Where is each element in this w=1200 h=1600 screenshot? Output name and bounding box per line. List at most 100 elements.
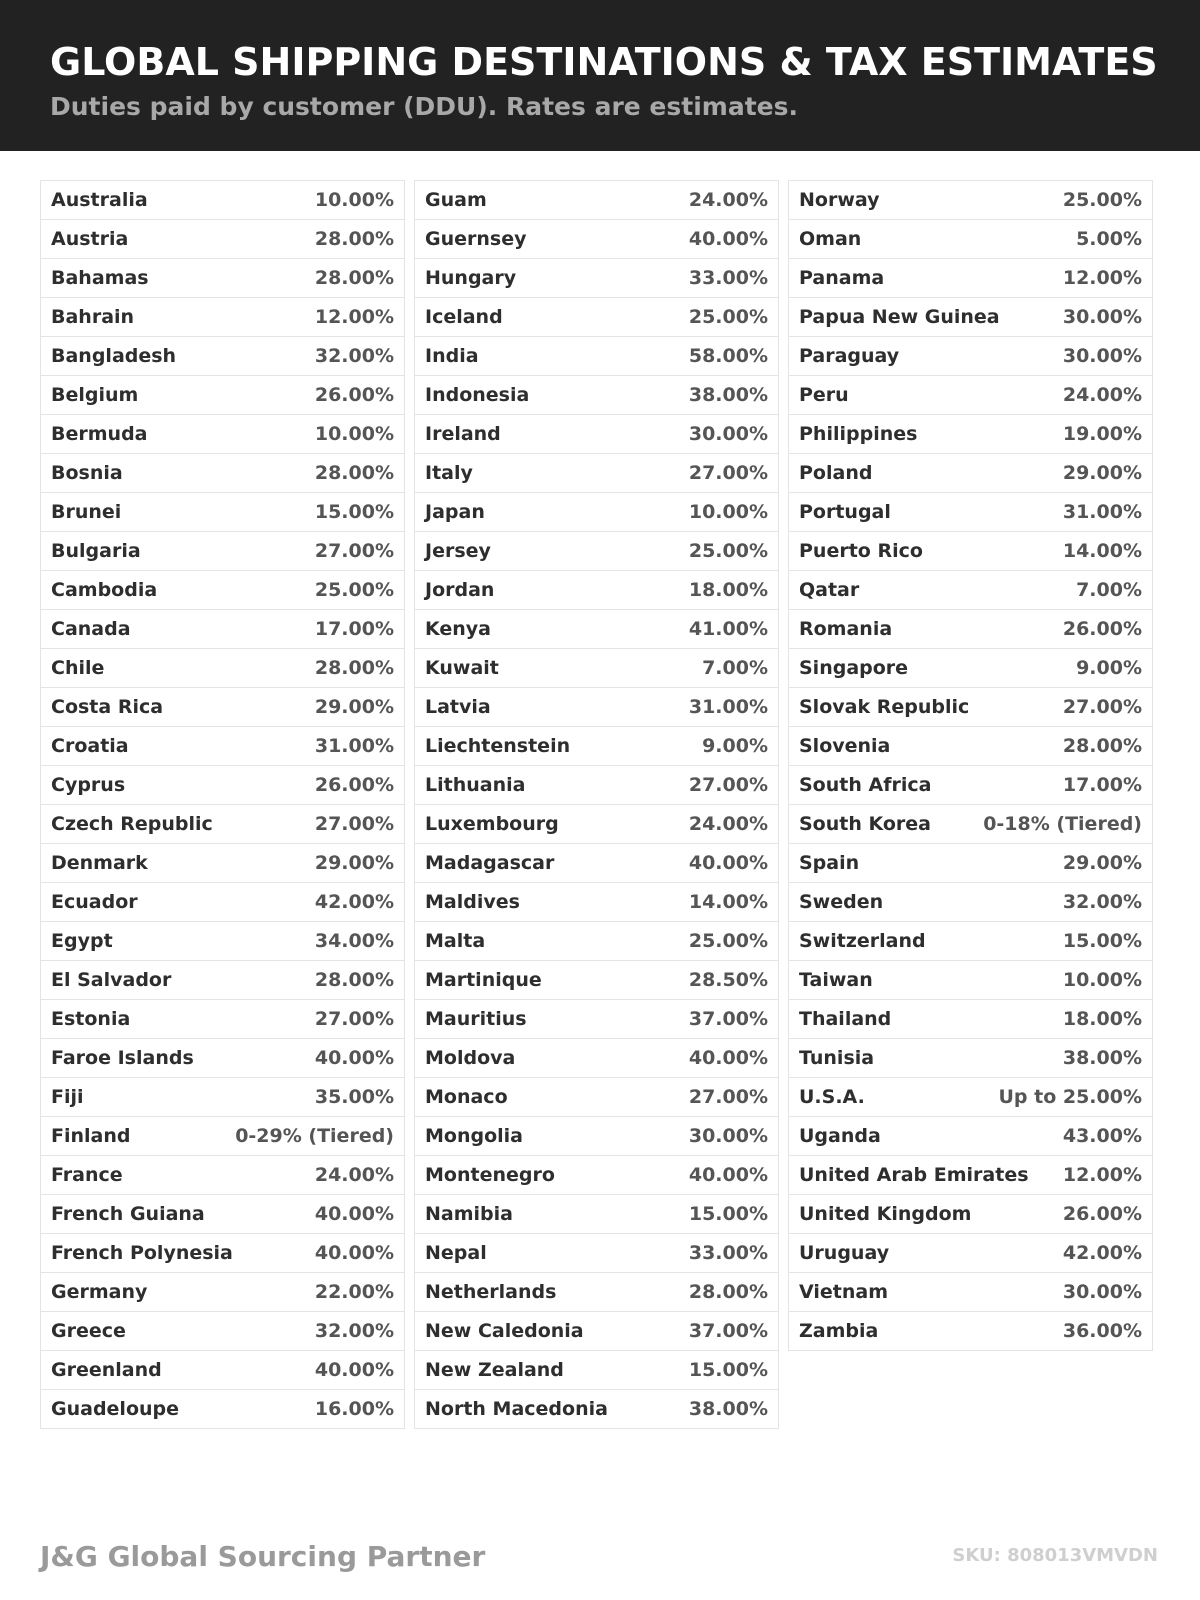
country-row: Mauritius 37.00% bbox=[415, 1000, 778, 1039]
country-name: Sweden bbox=[799, 891, 884, 913]
tax-rate: 40.00% bbox=[688, 228, 768, 250]
country-row: El Salvador 28.00% bbox=[41, 961, 404, 1000]
country-name: Croatia bbox=[51, 735, 129, 757]
country-name: New Zealand bbox=[425, 1359, 564, 1381]
country-name: Lithuania bbox=[425, 774, 526, 796]
country-name: Egypt bbox=[51, 930, 113, 952]
country-row: Lithuania 27.00% bbox=[415, 766, 778, 805]
country-name: Uganda bbox=[799, 1125, 881, 1147]
tax-rate: 34.00% bbox=[314, 930, 394, 952]
country-row: Monaco 27.00% bbox=[415, 1078, 778, 1117]
country-name: Denmark bbox=[51, 852, 148, 874]
country-name: Singapore bbox=[799, 657, 909, 679]
brand-name: J&G Global Sourcing Partner bbox=[40, 1540, 486, 1573]
tax-rate: 17.00% bbox=[1062, 774, 1142, 796]
country-row: Madagascar 40.00% bbox=[415, 844, 778, 883]
tax-rate: 12.00% bbox=[314, 306, 394, 328]
country-name: Guam bbox=[425, 189, 487, 211]
country-row: France 24.00% bbox=[41, 1156, 404, 1195]
country-name: Paraguay bbox=[799, 345, 900, 367]
tax-rate: 30.00% bbox=[688, 1125, 768, 1147]
tax-rate: 28.00% bbox=[314, 228, 394, 250]
tax-rate: 27.00% bbox=[314, 540, 394, 562]
country-row: Oman 5.00% bbox=[789, 220, 1152, 259]
rates-column-2: Guam 24.00% Guernsey 40.00% Hungary 33.00% Ice… bbox=[414, 180, 779, 1429]
country-name: United Arab Emirates bbox=[799, 1164, 1029, 1186]
country-name: Panama bbox=[799, 267, 885, 289]
country-row: Bulgaria 27.00% bbox=[41, 532, 404, 571]
country-name: French Guiana bbox=[51, 1203, 205, 1225]
country-row: Qatar 7.00% bbox=[789, 571, 1152, 610]
country-row: Costa Rica 29.00% bbox=[41, 688, 404, 727]
country-name: Namibia bbox=[425, 1203, 513, 1225]
country-name: Germany bbox=[51, 1281, 148, 1303]
country-row: Chile 28.00% bbox=[41, 649, 404, 688]
country-row: Indonesia 38.00% bbox=[415, 376, 778, 415]
country-name: Italy bbox=[425, 462, 473, 484]
tax-rate: 40.00% bbox=[688, 1047, 768, 1069]
country-name: Iceland bbox=[425, 306, 503, 328]
country-row: Luxembourg 24.00% bbox=[415, 805, 778, 844]
tax-rate: 29.00% bbox=[314, 696, 394, 718]
tax-rate: 7.00% bbox=[1076, 579, 1142, 601]
country-name: Philippines bbox=[799, 423, 918, 445]
country-name: Liechtenstein bbox=[425, 735, 571, 757]
tax-rate: 40.00% bbox=[688, 852, 768, 874]
tax-rate: 12.00% bbox=[1062, 267, 1142, 289]
tax-rate: 10.00% bbox=[314, 189, 394, 211]
country-name: Netherlands bbox=[425, 1281, 557, 1303]
country-row: Maldives 14.00% bbox=[415, 883, 778, 922]
tax-rate: 25.00% bbox=[314, 579, 394, 601]
country-name: Luxembourg bbox=[425, 813, 559, 835]
country-name: Guernsey bbox=[425, 228, 527, 250]
country-row: North Macedonia 38.00% bbox=[415, 1390, 778, 1429]
country-name: Finland bbox=[51, 1125, 131, 1147]
country-row: Greece 32.00% bbox=[41, 1312, 404, 1351]
country-name: Bosnia bbox=[51, 462, 123, 484]
country-row: Malta 25.00% bbox=[415, 922, 778, 961]
tax-rate: 38.00% bbox=[688, 1398, 768, 1420]
country-name: Czech Republic bbox=[51, 813, 213, 835]
country-name: Faroe Islands bbox=[51, 1047, 194, 1069]
tax-rate: 35.00% bbox=[314, 1086, 394, 1108]
country-row: India 58.00% bbox=[415, 337, 778, 376]
country-row: Panama 12.00% bbox=[789, 259, 1152, 298]
tax-rate: 22.00% bbox=[314, 1281, 394, 1303]
tax-rate: 24.00% bbox=[314, 1164, 394, 1186]
country-row: Cambodia 25.00% bbox=[41, 571, 404, 610]
tax-rate: 0-18% (Tiered) bbox=[983, 813, 1142, 835]
country-row: Fiji 35.00% bbox=[41, 1078, 404, 1117]
tax-rate: 26.00% bbox=[1062, 618, 1142, 640]
country-name: Latvia bbox=[425, 696, 491, 718]
sku-label: SKU: 808013VMVDN bbox=[952, 1545, 1158, 1566]
country-row: Moldova 40.00% bbox=[415, 1039, 778, 1078]
tax-rate: 15.00% bbox=[688, 1359, 768, 1381]
header-banner: GLOBAL SHIPPING DESTINATIONS & TAX ESTIM… bbox=[0, 0, 1200, 151]
tax-rate: 32.00% bbox=[314, 1320, 394, 1342]
tax-rate: 32.00% bbox=[1062, 891, 1142, 913]
tax-rate: 15.00% bbox=[314, 501, 394, 523]
tax-rate: 37.00% bbox=[688, 1008, 768, 1030]
tax-rate: 28.00% bbox=[1062, 735, 1142, 757]
country-name: Papua New Guinea bbox=[799, 306, 1000, 328]
tax-rate: 30.00% bbox=[1062, 345, 1142, 367]
country-row: Jordan 18.00% bbox=[415, 571, 778, 610]
country-name: Taiwan bbox=[799, 969, 873, 991]
tax-rate: 42.00% bbox=[1062, 1242, 1142, 1264]
country-row: Czech Republic 27.00% bbox=[41, 805, 404, 844]
tax-rate: 27.00% bbox=[688, 1086, 768, 1108]
tax-rate: 36.00% bbox=[1062, 1320, 1142, 1342]
country-row: Tunisia 38.00% bbox=[789, 1039, 1152, 1078]
country-name: Mongolia bbox=[425, 1125, 523, 1147]
country-name: North Macedonia bbox=[425, 1398, 608, 1420]
tax-rate: 25.00% bbox=[688, 540, 768, 562]
tax-rate: 15.00% bbox=[1062, 930, 1142, 952]
country-row: Jersey 25.00% bbox=[415, 532, 778, 571]
tax-rate: 28.00% bbox=[314, 969, 394, 991]
country-name: Peru bbox=[799, 384, 849, 406]
country-name: Japan bbox=[425, 501, 485, 523]
country-name: Jordan bbox=[425, 579, 495, 601]
country-row: Montenegro 40.00% bbox=[415, 1156, 778, 1195]
country-name: Maldives bbox=[425, 891, 520, 913]
country-row: New Zealand 15.00% bbox=[415, 1351, 778, 1390]
